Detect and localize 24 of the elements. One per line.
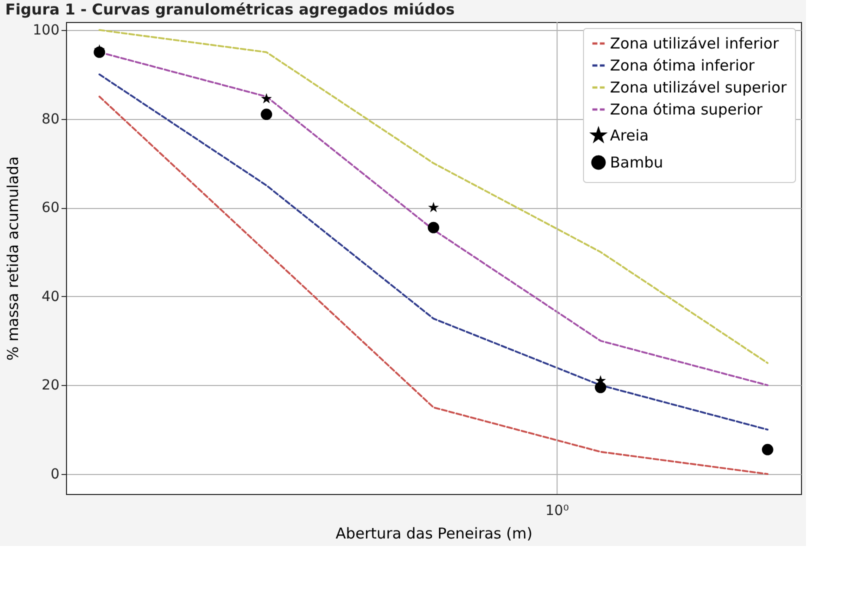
text: 10⁰ bbox=[545, 503, 570, 519]
y-tick-label: 100 bbox=[32, 22, 60, 38]
legend-label: Zona utilizável superior bbox=[610, 78, 788, 96]
point bbox=[594, 382, 606, 394]
point bbox=[261, 93, 272, 104]
y-tick-label: 40 bbox=[42, 288, 60, 305]
y-tick-label: 20 bbox=[42, 378, 60, 394]
legend-label: Zona utilizável inferior bbox=[610, 34, 780, 52]
chart-title: Figura 1 - Curvas granulométricas agregados miúdos bbox=[5, 0, 455, 18]
y-tick-label: 80 bbox=[42, 111, 60, 128]
y-tick-label: 60 bbox=[42, 200, 60, 216]
legend-label: Areia bbox=[610, 126, 649, 144]
legend-label: Zona ótima inferior bbox=[610, 56, 756, 74]
point bbox=[762, 444, 774, 456]
point bbox=[428, 222, 440, 234]
point bbox=[94, 46, 106, 58]
point bbox=[260, 108, 272, 120]
legend-label: Zona ótima superior bbox=[610, 100, 764, 118]
y-axis-title: % massa retida acumulada bbox=[4, 156, 22, 361]
line-series bbox=[98, 96, 768, 475]
x-axis-title: Abertura das Peneiras (m) bbox=[336, 524, 532, 542]
point bbox=[428, 202, 439, 212]
legend-label: Bambu bbox=[610, 154, 664, 172]
y-tick-label: 0 bbox=[50, 466, 60, 483]
